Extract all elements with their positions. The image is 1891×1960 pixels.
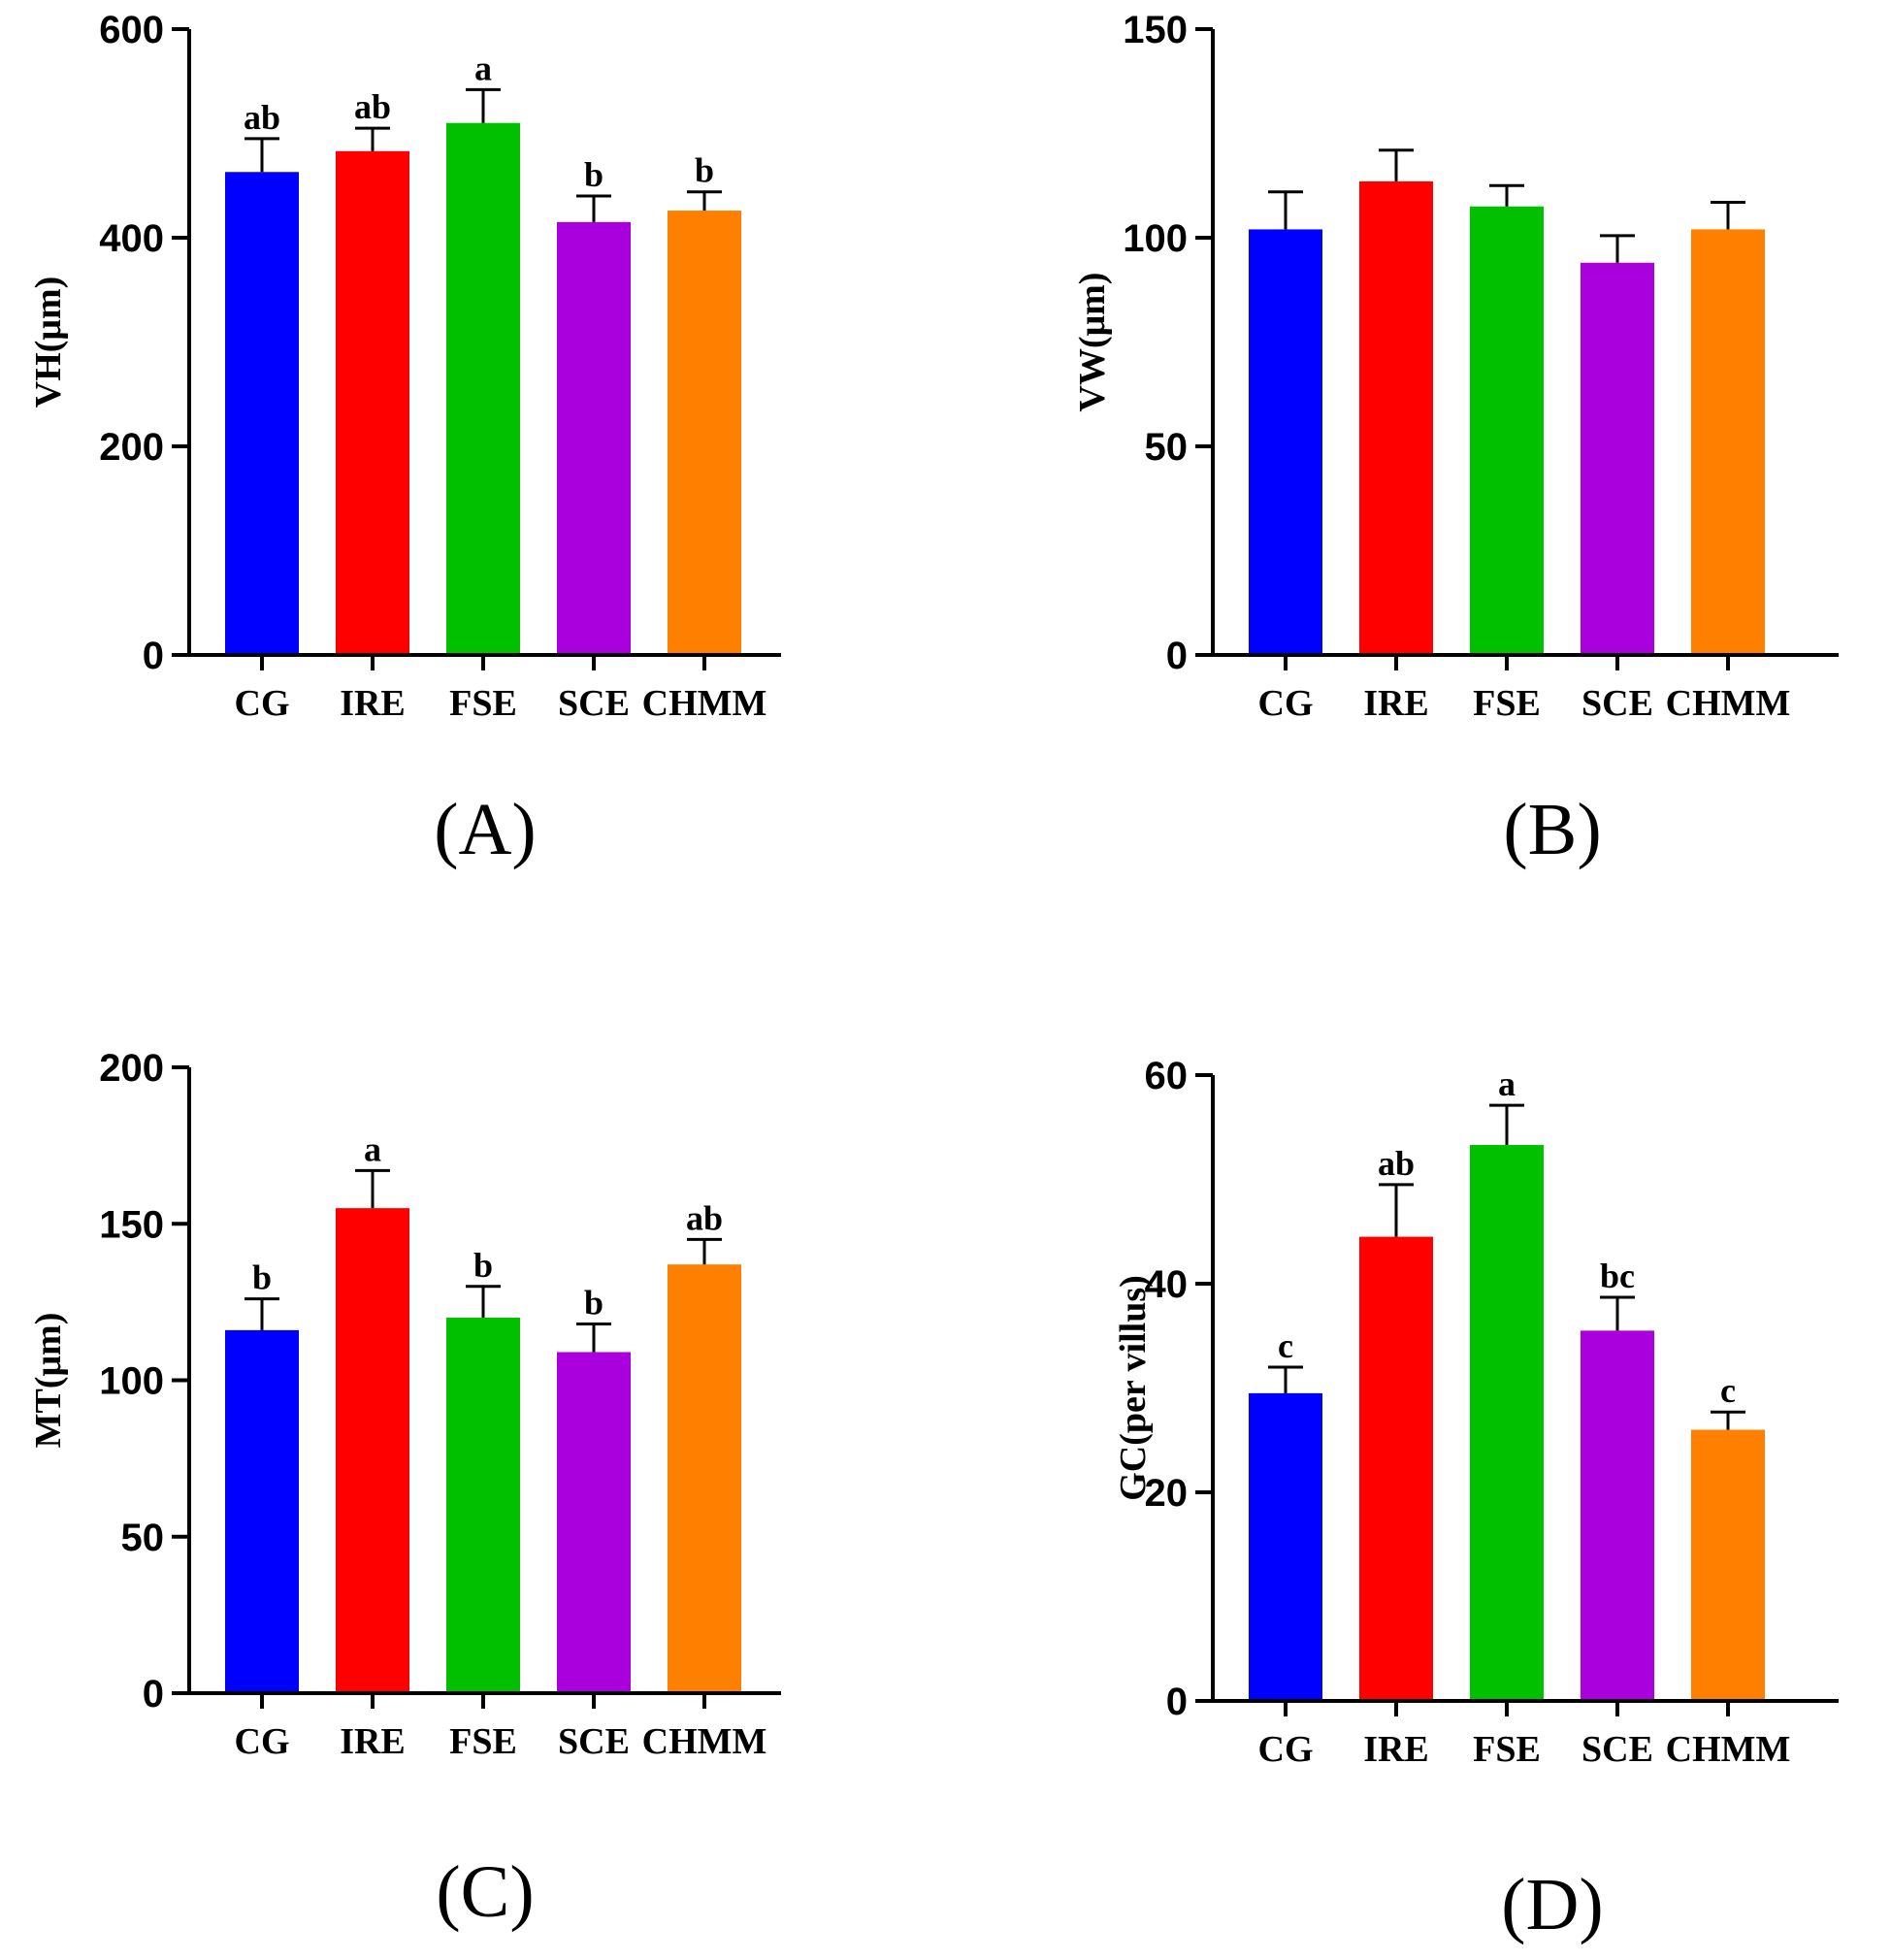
x-tick-label-sce: SCE [558, 1721, 630, 1762]
significance-label-cg: ab [244, 98, 280, 137]
y-tick-label: 50 [121, 1517, 165, 1559]
bar-sce [557, 1352, 631, 1693]
y-tick-label: 100 [1123, 217, 1188, 260]
bar-chmm [668, 211, 741, 656]
significance-label-sce: b [584, 1283, 603, 1322]
significance-label-ire: ab [1378, 1144, 1415, 1183]
y-tick-label: 50 [1145, 426, 1189, 469]
y-tick-label: 0 [143, 635, 164, 677]
x-tick-label-chmm: CHMM [1666, 1729, 1791, 1770]
panel-d: c CG ab IRE a FSE bc SCE c CHMM 0 20 40 60 GC(per vill… [1113, 1055, 1839, 1945]
significance-label-sce: b [584, 155, 603, 194]
panel-label-c: (C) [436, 1851, 534, 1933]
significance-label-ire: a [364, 1129, 381, 1168]
panel-a: ab CG ab IRE a FSE b SCE b CHMM 0 200 400 600 VH(μm) (A… [28, 9, 781, 870]
x-tick-label-fse: FSE [1473, 683, 1541, 724]
x-tick-label-ire: IRE [340, 683, 406, 724]
panel-label-b: (B) [1503, 789, 1601, 870]
x-tick-label-ire: IRE [340, 1721, 406, 1762]
bar-sce [1581, 1330, 1654, 1701]
x-tick-label-fse: FSE [449, 683, 517, 724]
y-tick-label: 0 [143, 1673, 164, 1715]
y-tick-label: 150 [1123, 9, 1188, 51]
bar-fse [1470, 206, 1544, 655]
bar-cg [225, 1329, 299, 1693]
x-tick-label-cg: CG [235, 683, 290, 724]
significance-label-chmm: c [1720, 1371, 1736, 1410]
y-tick-label: 40 [1145, 1263, 1189, 1306]
x-tick-label-sce: SCE [1581, 683, 1653, 724]
y-tick-label: 400 [99, 217, 164, 260]
panel-label-d: (D) [1501, 1864, 1604, 1945]
significance-label-ire: ab [354, 87, 391, 126]
y-axis-title: MT(μm) [28, 1313, 69, 1449]
significance-label-fse: a [1498, 1064, 1516, 1103]
x-tick-label-chmm: CHMM [1666, 683, 1791, 724]
x-tick-label-chmm: CHMM [642, 1721, 767, 1762]
bar-ire [1359, 180, 1433, 655]
bar-chmm [1691, 229, 1765, 655]
bar-chmm [1691, 1429, 1765, 1701]
bar-sce [1581, 262, 1654, 655]
y-tick-label: 200 [99, 1047, 164, 1090]
panel-label-a: (A) [434, 789, 537, 870]
bar-cg [1249, 1392, 1322, 1701]
x-tick-label-ire: IRE [1363, 683, 1429, 724]
y-tick-label: 100 [99, 1360, 164, 1403]
x-tick-label-fse: FSE [449, 1721, 517, 1762]
bar-ire [336, 150, 409, 655]
bar-fse [446, 1318, 520, 1693]
x-tick-label-cg: CG [235, 1721, 290, 1762]
significance-label-fse: b [473, 1246, 493, 1285]
panel-b: CG IRE FSE SCE CHMM 0 50 100 150 VW(μm) (B) [1072, 9, 1839, 870]
x-tick-label-chmm: CHMM [642, 683, 767, 724]
y-tick-label: 20 [1145, 1472, 1189, 1515]
significance-label-cg: c [1278, 1326, 1293, 1365]
x-tick-label-cg: CG [1258, 683, 1314, 724]
bar-fse [1470, 1145, 1544, 1701]
x-tick-label-ire: IRE [1363, 1729, 1429, 1770]
bar-sce [557, 221, 631, 655]
bar-ire [336, 1208, 409, 1693]
y-axis-title: VW(μm) [1072, 273, 1113, 412]
bar-cg [1249, 229, 1322, 655]
x-tick-label-sce: SCE [558, 683, 630, 724]
y-tick-label: 0 [1166, 635, 1188, 677]
significance-label-fse: a [474, 49, 492, 87]
y-axis-title: VH(μm) [28, 277, 69, 408]
bar-ire [1359, 1236, 1433, 1701]
y-tick-label: 150 [99, 1203, 164, 1246]
significance-label-chmm: b [695, 151, 714, 190]
significance-label-cg: b [252, 1258, 272, 1297]
y-tick-label: 200 [99, 426, 164, 469]
y-axis-title: GC(per villus) [1113, 1275, 1154, 1501]
panel-c: b CG a IRE b FSE b SCE ab CHMM 0 50 100 150 200 MT(μm) (… [28, 1047, 781, 1933]
bar-cg [225, 172, 299, 655]
x-tick-label-fse: FSE [1473, 1729, 1541, 1770]
y-tick-label: 60 [1145, 1055, 1189, 1097]
y-tick-label: 600 [99, 9, 164, 51]
y-tick-label: 0 [1166, 1681, 1188, 1723]
bar-fse [446, 122, 520, 655]
bar-chmm [668, 1264, 741, 1693]
significance-label-chmm: ab [686, 1198, 723, 1237]
significance-label-sce: bc [1600, 1257, 1635, 1295]
x-tick-label-sce: SCE [1581, 1729, 1653, 1770]
x-tick-label-cg: CG [1258, 1729, 1314, 1770]
